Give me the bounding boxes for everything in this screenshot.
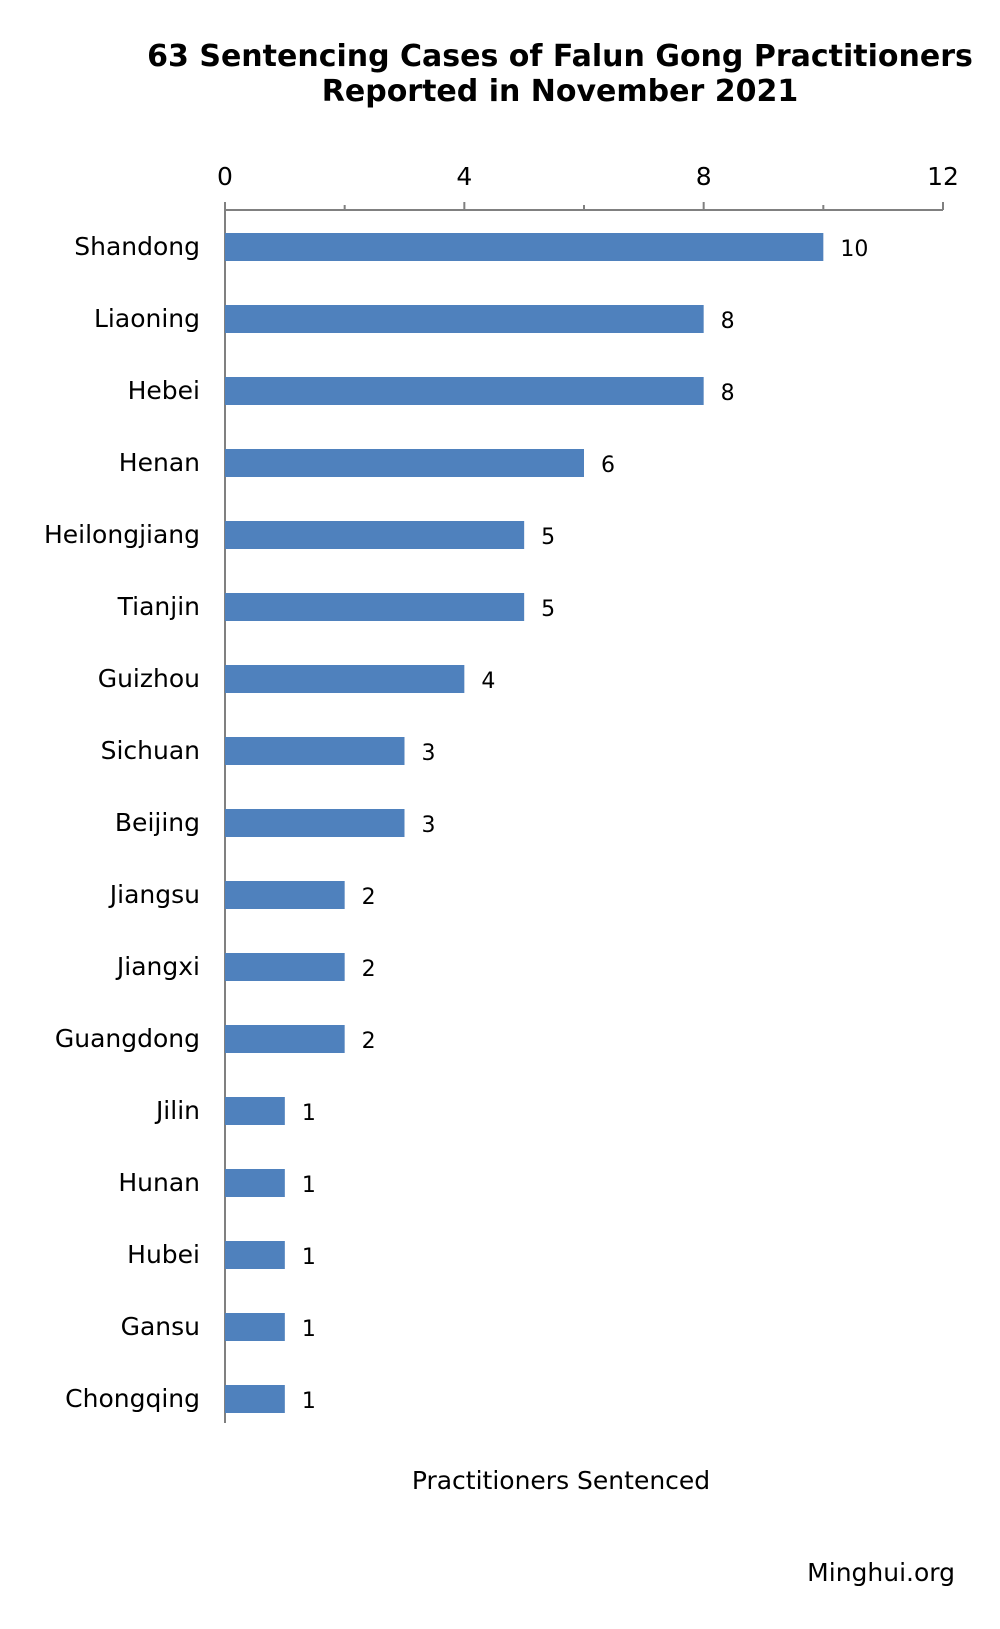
bar-beijing (225, 809, 405, 837)
data-label: 2 (362, 885, 376, 910)
category-label: Hebei (128, 376, 200, 405)
category-label: Jiangxi (115, 952, 200, 981)
category-label: Henan (119, 448, 200, 477)
x-tick-label: 12 (927, 162, 959, 191)
bar-henan (225, 449, 584, 477)
category-label: Tianjin (117, 592, 200, 621)
bar-gansu (225, 1313, 285, 1341)
x-tick-label: 0 (217, 162, 233, 191)
data-label: 5 (541, 597, 555, 622)
data-label: 3 (422, 813, 436, 838)
category-label: Guangdong (55, 1024, 200, 1053)
category-label: Sichuan (101, 736, 200, 765)
data-label: 6 (601, 453, 615, 478)
category-label: Chongqing (65, 1384, 200, 1413)
data-label: 1 (302, 1173, 316, 1198)
bar-chongqing (225, 1385, 285, 1413)
data-label: 8 (721, 309, 735, 334)
data-label: 2 (362, 957, 376, 982)
data-label: 5 (541, 525, 555, 550)
data-label: 1 (302, 1389, 316, 1414)
data-label: 2 (362, 1029, 376, 1054)
category-label: Shandong (74, 232, 200, 261)
bar-tianjin (225, 593, 525, 621)
x-axis-title: Practitioners Sentenced (412, 1466, 710, 1495)
category-label: Hunan (118, 1168, 200, 1197)
x-tick-label: 8 (696, 162, 712, 191)
data-label: 4 (481, 669, 495, 694)
category-label: Hubei (127, 1240, 200, 1269)
bar-hebei (225, 377, 704, 405)
x-tick-label: 4 (456, 162, 472, 191)
data-label: 1 (302, 1101, 316, 1126)
bar-shandong (225, 233, 824, 261)
category-label: Guizhou (98, 664, 200, 693)
bar-hunan (225, 1169, 285, 1197)
bar-jilin (225, 1097, 285, 1125)
bar-hubei (225, 1241, 285, 1269)
bar-sichuan (225, 737, 405, 765)
bar-jiangxi (225, 953, 345, 981)
category-label: Gansu (121, 1312, 200, 1341)
data-label: 10 (840, 237, 868, 262)
bar-jiangsu (225, 881, 345, 909)
bar-heilongjiang (225, 521, 525, 549)
category-label: Jiangsu (108, 880, 200, 909)
bar-guangdong (225, 1025, 345, 1053)
data-label: 1 (302, 1245, 316, 1270)
bars: Shandong 10 Liaoning 8 Hebei 8 Henan 6 Heilongji… (44, 232, 868, 1414)
category-label: Liaoning (94, 304, 200, 333)
data-label: 8 (721, 381, 735, 406)
data-label: 1 (302, 1317, 316, 1342)
chart-subtitle: Reported in November 2021 (322, 74, 798, 109)
bar-guizhou (225, 665, 465, 693)
category-label: Jilin (154, 1096, 200, 1125)
data-label: 3 (422, 741, 436, 766)
x-axis-ticks: 0 4 8 12 (217, 162, 959, 210)
category-label: Heilongjiang (44, 520, 200, 549)
bar-liaoning (225, 305, 704, 333)
chart-title: 63 Sentencing Cases of Falun Gong Practi… (147, 39, 973, 74)
source-credit: Minghui.org (807, 1558, 955, 1587)
category-label: Beijing (115, 808, 200, 837)
